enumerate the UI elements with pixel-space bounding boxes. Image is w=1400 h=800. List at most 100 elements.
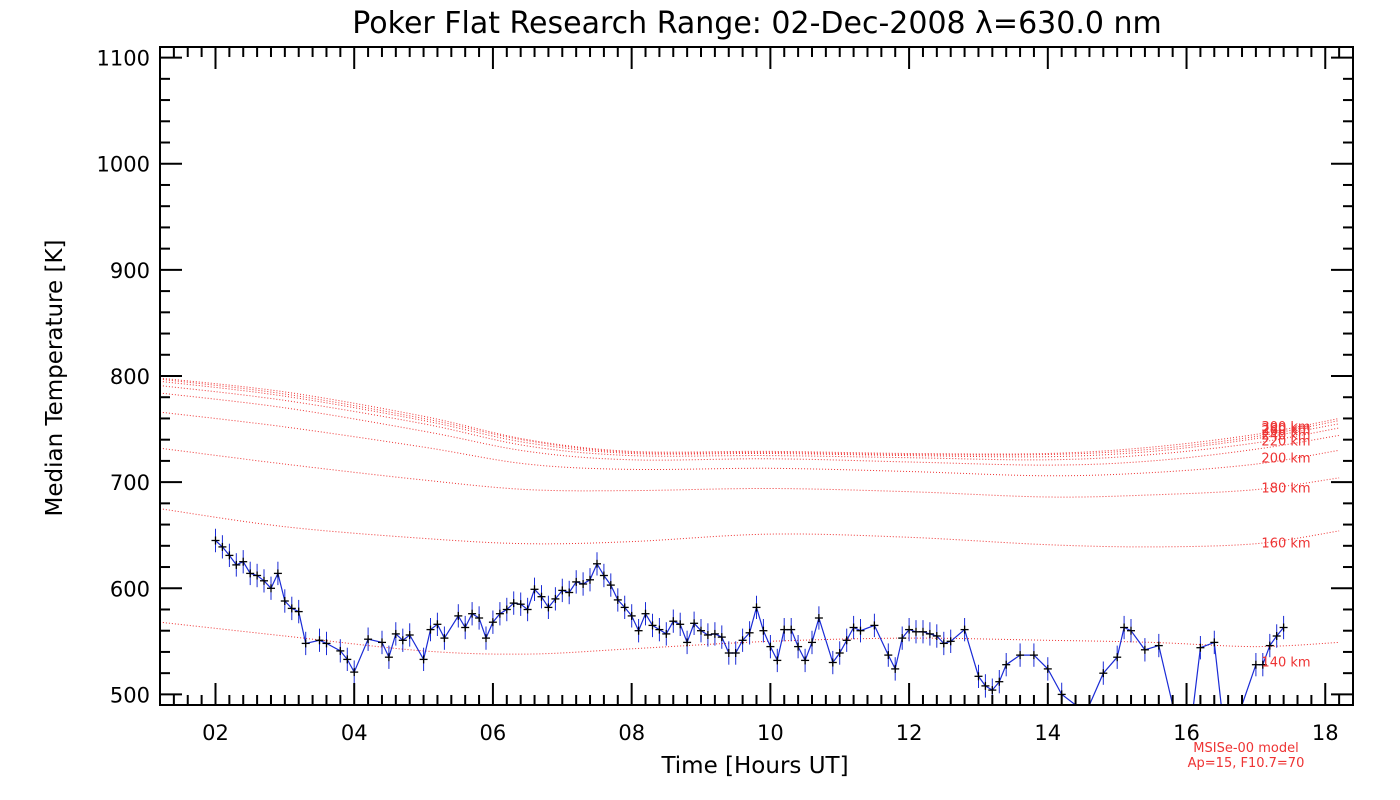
data-point-marker xyxy=(530,585,539,594)
data-point-marker xyxy=(1196,643,1205,652)
y-tick-label: 500 xyxy=(110,683,150,707)
data-point-marker xyxy=(1029,651,1038,660)
data-point-marker xyxy=(1210,638,1219,647)
data-point-marker xyxy=(613,595,622,604)
data-point-marker xyxy=(398,636,407,645)
data-point-marker xyxy=(1140,645,1149,654)
data-point-marker xyxy=(440,634,449,643)
data-point-marker xyxy=(572,577,581,586)
data-point-marker xyxy=(253,571,262,580)
data-point-marker xyxy=(551,594,560,603)
model-curve-260-km xyxy=(159,380,1340,458)
data-point-marker xyxy=(1251,660,1260,669)
data-point-marker xyxy=(1265,641,1274,650)
data-point-marker xyxy=(495,609,504,618)
model-curve-200-km xyxy=(159,411,1340,477)
data-point-marker xyxy=(655,625,664,634)
y-tick-label: 700 xyxy=(110,471,150,495)
model-label-240-km: 240 km xyxy=(1261,428,1310,443)
model-curve-240-km xyxy=(159,385,1340,461)
data-point-marker xyxy=(218,542,227,551)
data-point-marker xyxy=(343,655,352,664)
measured-temperature-line xyxy=(215,540,1285,706)
data-point-marker xyxy=(593,559,601,568)
data-point-marker xyxy=(808,638,816,647)
data-point-marker xyxy=(648,621,657,630)
data-point-marker xyxy=(801,656,810,665)
model-curve-180-km xyxy=(159,447,1340,498)
data-point-marker xyxy=(294,607,303,616)
model-label-140-km: 140 km xyxy=(1261,656,1310,671)
data-point-marker xyxy=(828,658,837,667)
data-point-marker xyxy=(849,623,858,632)
model-curve-280-km xyxy=(159,378,1340,456)
data-point-marker xyxy=(516,600,525,609)
axis-ticks-layer: 02 04 06 08 10 12 14 16 18 500 600 700 800 900 1000 110… xyxy=(97,47,1354,745)
data-point-marker xyxy=(676,620,685,629)
x-tick-label: 04 xyxy=(341,721,368,745)
data-point-marker xyxy=(336,646,345,655)
data-point-marker xyxy=(759,626,768,635)
data-point-marker xyxy=(1258,660,1267,669)
data-point-marker xyxy=(606,581,615,590)
x-tick-label: 02 xyxy=(202,721,229,745)
data-point-marker xyxy=(634,626,643,635)
data-point-marker xyxy=(1113,653,1122,662)
data-point-marker xyxy=(1002,660,1011,669)
x-tick-label: 08 xyxy=(618,721,645,745)
data-point-marker xyxy=(391,629,400,638)
data-point-marker xyxy=(260,576,268,585)
model-label-220-km: 220 km xyxy=(1261,435,1310,450)
data-point-marker xyxy=(794,642,803,651)
y-tick-label: 800 xyxy=(110,365,150,389)
data-point-marker xyxy=(523,605,532,614)
data-point-marker xyxy=(662,629,671,638)
data-point-marker xyxy=(558,586,567,595)
x-tick-label: 12 xyxy=(896,721,923,745)
data-point-marker xyxy=(912,627,920,636)
data-point-marker xyxy=(738,636,747,645)
model-label-180-km: 180 km xyxy=(1261,481,1310,496)
x-tick-label: 14 xyxy=(1034,721,1061,745)
data-point-marker xyxy=(1154,641,1163,650)
data-point-marker xyxy=(287,604,296,613)
data-point-marker xyxy=(1043,664,1052,673)
data-point-marker xyxy=(766,642,775,651)
data-point-marker xyxy=(752,603,761,612)
data-point-marker xyxy=(745,628,754,637)
x-tick-label: 18 xyxy=(1312,721,1339,745)
data-point-marker xyxy=(350,668,359,677)
model-label-260-km: 260 km xyxy=(1261,424,1310,439)
data-point-marker xyxy=(946,637,955,646)
data-point-marker xyxy=(565,588,574,597)
y-tick-label: 1100 xyxy=(97,47,150,71)
data-point-marker xyxy=(433,620,442,629)
data-point-marker xyxy=(267,584,275,593)
measured-series-layer xyxy=(211,528,1288,706)
data-point-marker xyxy=(814,614,823,622)
data-point-marker xyxy=(502,605,511,614)
data-point-marker xyxy=(454,611,463,620)
data-point-marker xyxy=(710,629,719,638)
data-point-marker xyxy=(599,571,608,580)
data-point-marker xyxy=(974,672,983,681)
data-point-marker xyxy=(315,636,324,645)
data-point-marker xyxy=(384,653,393,662)
data-point-marker xyxy=(586,575,594,584)
data-point-marker xyxy=(939,639,948,648)
x-tick-label: 06 xyxy=(480,721,507,745)
model-label-280-km: 280 km xyxy=(1261,422,1310,437)
data-point-marker xyxy=(905,625,914,634)
data-point-marker xyxy=(1272,632,1281,640)
data-point-marker xyxy=(925,629,934,638)
model-curve-220-km xyxy=(159,392,1340,466)
data-point-marker xyxy=(780,625,789,634)
data-point-marker xyxy=(488,618,497,627)
data-point-marker xyxy=(475,614,484,622)
data-point-marker xyxy=(932,632,941,640)
x-axis-label: Time [Hours UT] xyxy=(660,753,848,779)
data-point-marker xyxy=(1120,623,1129,632)
data-point-marker xyxy=(544,603,553,612)
